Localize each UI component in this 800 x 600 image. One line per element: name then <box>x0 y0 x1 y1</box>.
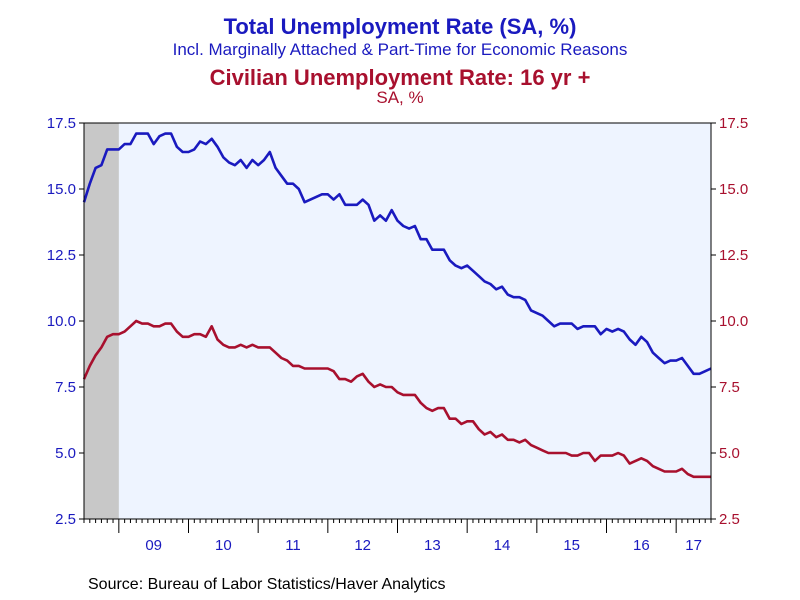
chart-subtitle: Incl. Marginally Attached & Part-Time fo… <box>172 40 628 59</box>
series-line-total-unemployment <box>82 132 712 376</box>
x-tick-label: 16 <box>633 537 650 554</box>
y-tick-label-left: 15.0 <box>47 181 76 198</box>
y-tick-label-left: 10.0 <box>47 313 76 330</box>
y-tick-label-right: 12.5 <box>719 247 748 264</box>
source-note: Source: Bureau of Labor Statistics/Haver… <box>88 576 446 593</box>
y-tick-label-right: 15.0 <box>719 181 748 198</box>
x-tick-label: 14 <box>494 537 511 554</box>
y-tick-label-right: 10.0 <box>719 313 748 330</box>
x-tick-label: 09 <box>145 537 162 554</box>
chart-title: Total Unemployment Rate (SA, %) <box>223 14 577 39</box>
y-tick-label-left: 5.0 <box>55 445 76 462</box>
y-tick-label-left: 2.5 <box>55 511 76 528</box>
x-tick-label: 12 <box>354 537 371 554</box>
x-tick-label: 11 <box>285 537 301 554</box>
x-tick-label: 15 <box>563 537 580 554</box>
y-tick-label-right: 5.0 <box>719 445 740 462</box>
chart-title-secondary: Civilian Unemployment Rate: 16 yr + <box>209 65 591 90</box>
y-tick-label-left: 12.5 <box>47 247 76 264</box>
chart-subtitle-secondary: SA, % <box>376 88 424 107</box>
recession-shading <box>84 123 119 519</box>
x-tick-label: 10 <box>215 537 232 554</box>
plot-area <box>84 123 711 519</box>
x-tick-label: 17 <box>685 537 702 554</box>
x-tick-label: 13 <box>424 537 441 554</box>
y-tick-label-right: 7.5 <box>719 379 740 396</box>
series-line-civilian-unemployment <box>82 319 711 479</box>
y-tick-label-right: 2.5 <box>719 511 740 528</box>
y-tick-label-left: 17.5 <box>47 115 76 132</box>
y-tick-label-left: 7.5 <box>55 379 76 396</box>
y-tick-label-right: 17.5 <box>719 115 748 132</box>
